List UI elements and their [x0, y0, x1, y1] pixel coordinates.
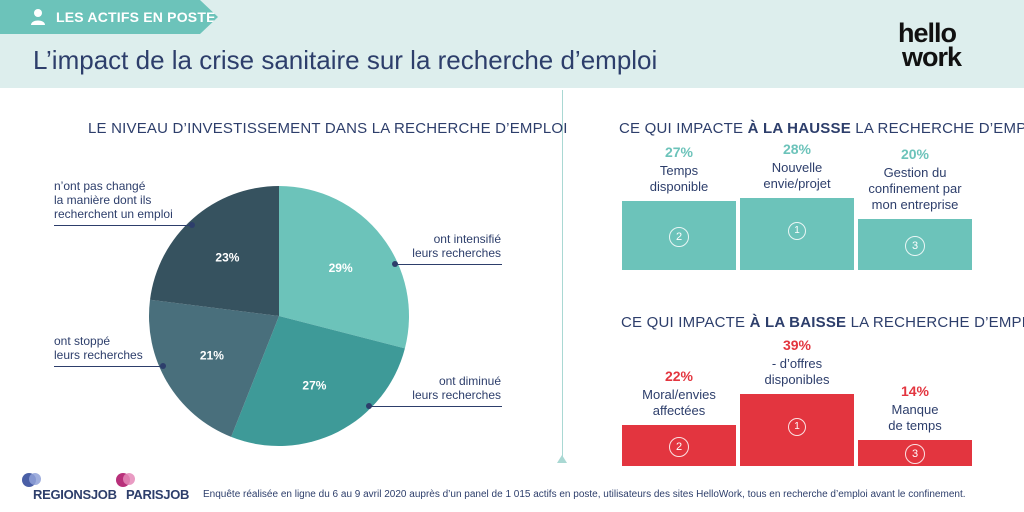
leader-line — [397, 264, 502, 265]
bar-value-label: 28% — [782, 141, 812, 157]
bar-value-label: 27% — [664, 144, 694, 160]
rank-badge: 2 — [669, 226, 689, 247]
section-tag: LES ACTIFS EN POSTE — [0, 0, 218, 34]
parisjob-logo: PARISJOB — [126, 487, 190, 502]
bar-label: Gestion du confinement par mon entreprise — [868, 165, 962, 212]
page-title: L’impact de la crise sanitaire sur la re… — [33, 45, 658, 75]
pie-section-title: LE NIVEAU D’INVESTISSEMENT DANS LA RECHE… — [88, 120, 568, 137]
leader-dot — [160, 363, 166, 369]
bar-value-label: 22% — [664, 368, 694, 384]
pie-slice-label: 23% — [215, 250, 239, 264]
parisjob-logo-icon — [116, 473, 135, 487]
bar-value-label: 14% — [900, 383, 930, 399]
callout-intensifie: ont intensifié leurs recherches — [412, 232, 501, 260]
pie-slice — [149, 299, 279, 437]
leader-dot — [366, 403, 372, 409]
pie-slice — [279, 186, 409, 349]
callout-stoppe: ont stoppé leurs recherches — [54, 334, 143, 362]
survey-note: Enquête réalisée en ligne du 6 au 9 avri… — [203, 489, 966, 500]
regionsjob-logo: REGIONSJOB — [33, 487, 117, 502]
callout-diminue: ont diminué leurs recherches — [412, 374, 501, 402]
header-band: LES ACTIFS EN POSTE L’impact de la crise… — [0, 0, 1024, 88]
callout-pas-change: n’ont pas changé la manière dont ils rec… — [54, 179, 173, 221]
bar-label: Moral/envies affectées — [642, 387, 716, 418]
person-icon — [31, 9, 45, 25]
bar-label: - d’offres disponibles — [764, 356, 830, 387]
hellowork-logo: hello work — [898, 18, 962, 72]
pie-slice-label: 29% — [329, 261, 353, 275]
medal-rank-icon: 1 — [788, 418, 806, 436]
hausse-section-title: CE QUI IMPACTE À LA HAUSSE LA RECHERCHE … — [619, 120, 1024, 137]
medal-rank-icon: 1 — [788, 222, 806, 240]
leader-line — [54, 366, 164, 367]
bar-value-label: 20% — [900, 146, 930, 162]
leader-dot — [189, 222, 195, 228]
vertical-divider — [562, 90, 563, 458]
bar-label: Nouvelle envie/projet — [763, 160, 831, 191]
bar-label: Manque de temps — [888, 402, 942, 433]
pie-slice — [231, 316, 405, 446]
regionsjob-logo-icon — [22, 473, 41, 487]
leader-line — [371, 406, 502, 407]
section-tag-label: LES ACTIFS EN POSTE — [56, 9, 216, 25]
pie-slice-label: 21% — [200, 349, 224, 363]
pie-slice — [150, 186, 279, 316]
leader-dot — [392, 261, 398, 267]
bar-value-label: 39% — [782, 337, 812, 353]
rank-badge: 2 — [669, 436, 689, 457]
bar-label: Temps disponible — [649, 163, 709, 194]
rank-badge: 3 — [905, 235, 925, 256]
divider-arrow-icon — [557, 455, 567, 463]
rank-badge: 3 — [905, 444, 925, 464]
leader-line — [54, 225, 194, 226]
baisse-section-title: CE QUI IMPACTE À LA BAISSE LA RECHERCHE … — [621, 314, 1024, 331]
pie-slice-label: 27% — [302, 378, 326, 392]
